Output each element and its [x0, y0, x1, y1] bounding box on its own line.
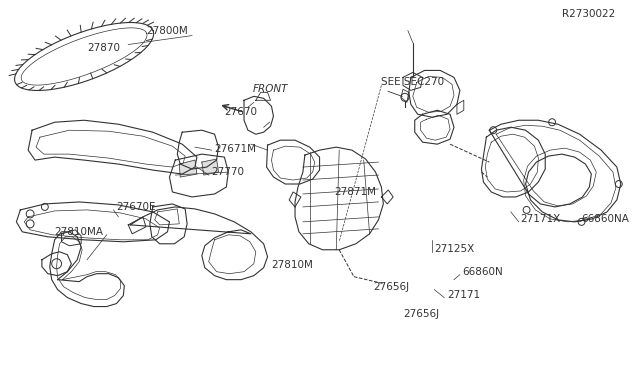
Polygon shape — [170, 154, 228, 197]
Text: SEE SEC270: SEE SEC270 — [381, 77, 445, 87]
Polygon shape — [244, 96, 273, 134]
Text: R2730022: R2730022 — [562, 9, 615, 19]
Polygon shape — [130, 207, 268, 280]
Polygon shape — [403, 73, 422, 90]
Polygon shape — [409, 70, 460, 117]
Polygon shape — [401, 89, 409, 102]
Polygon shape — [457, 100, 464, 114]
Text: 66860N: 66860N — [462, 267, 502, 277]
Polygon shape — [289, 192, 301, 207]
Text: 27671M: 27671M — [214, 144, 257, 154]
Text: 27810M: 27810M — [271, 260, 314, 270]
Polygon shape — [50, 232, 124, 307]
Polygon shape — [128, 217, 146, 234]
Polygon shape — [17, 202, 170, 242]
Polygon shape — [179, 160, 197, 177]
Polygon shape — [28, 120, 197, 174]
Polygon shape — [267, 140, 319, 184]
Text: 27656J: 27656J — [374, 282, 410, 292]
Polygon shape — [150, 204, 187, 244]
Text: 27810MA: 27810MA — [54, 227, 104, 237]
Text: 27870: 27870 — [87, 42, 120, 52]
Text: 27770: 27770 — [212, 167, 244, 177]
Text: 27800M: 27800M — [146, 26, 188, 36]
Text: FRONT: FRONT — [253, 84, 289, 94]
Polygon shape — [177, 130, 218, 169]
Polygon shape — [202, 159, 218, 175]
Text: 27670E: 27670E — [116, 202, 156, 212]
Text: 27171X: 27171X — [521, 214, 561, 224]
Polygon shape — [42, 252, 71, 276]
Polygon shape — [295, 147, 383, 250]
Polygon shape — [61, 230, 81, 246]
Text: 66860NA: 66860NA — [582, 214, 629, 224]
Text: 27171: 27171 — [447, 289, 480, 299]
Text: 27125X: 27125X — [435, 244, 475, 254]
Polygon shape — [490, 120, 621, 222]
Text: 27670: 27670 — [225, 107, 257, 117]
Polygon shape — [15, 22, 154, 90]
Polygon shape — [381, 190, 393, 204]
Polygon shape — [256, 92, 271, 100]
Polygon shape — [415, 110, 454, 144]
Polygon shape — [481, 127, 545, 197]
Text: 27871M: 27871M — [334, 187, 376, 197]
Text: 27656J: 27656J — [403, 310, 439, 320]
